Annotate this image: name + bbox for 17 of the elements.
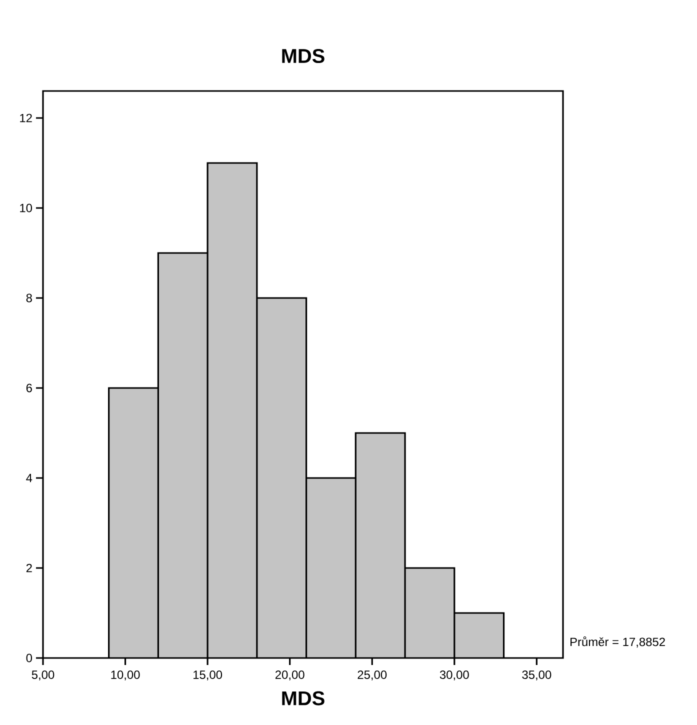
y-tick-label: 0 [26, 654, 32, 662]
x-tick-label: 20,00 [275, 670, 304, 680]
y-tick-label: 4 [26, 474, 32, 482]
x-tick-label: 10,00 [111, 670, 140, 680]
x-tick-label: 15,00 [194, 670, 222, 680]
text: Průměr = 17,8852 [570, 636, 665, 648]
y-tick-label: 12 [20, 114, 32, 122]
y-tick-label: 10 [20, 204, 32, 212]
x-tick-label: 30,00 [440, 670, 469, 680]
y-tick-label: 2 [26, 564, 32, 572]
x-axis-title: MDS [282, 691, 324, 706]
y-tick-label: 8 [26, 294, 32, 302]
y-tick-label: 6 [26, 384, 32, 392]
chart-title: MDS [282, 48, 324, 64]
x-tick-label: 25,00 [358, 670, 387, 680]
x-tick-label: 35,00 [522, 670, 552, 680]
x-tick-label: 5,00 [32, 670, 54, 680]
